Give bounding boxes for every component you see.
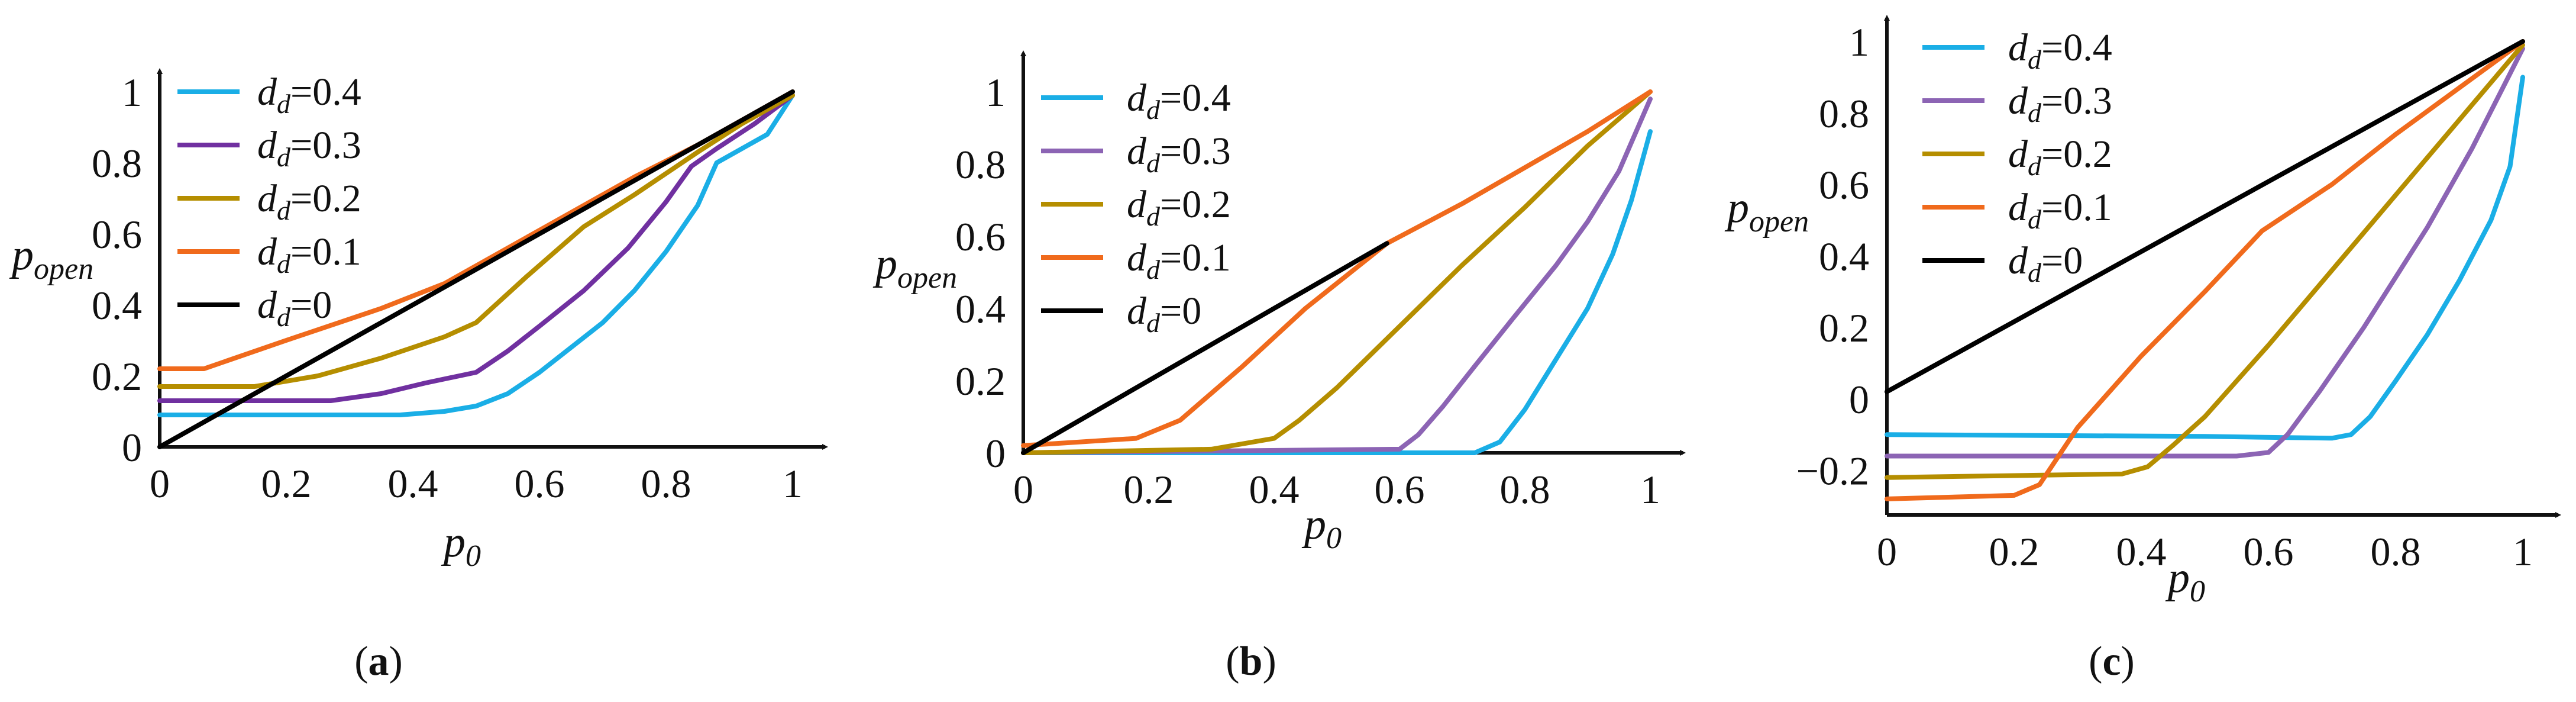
legend-entry: dd=0.4 [257, 70, 361, 119]
y-axis-label: popen [872, 240, 957, 295]
series-line-dd-0.2 [157, 93, 795, 389]
y-axis-label: popen [1724, 183, 1809, 239]
y-tick-label: 0.4 [1819, 234, 1869, 279]
y-axis-label: popen [9, 231, 93, 286]
y-tick-label: 0.8 [955, 142, 1006, 187]
y-tick-label: 0.6 [92, 212, 142, 257]
series-line-dd-0.4 [1021, 129, 1653, 455]
legend-entry: dd=0.2 [1127, 183, 1231, 231]
x-tick-label: 0.6 [515, 461, 565, 506]
legend-entry: dd=0.1 [2008, 186, 2112, 234]
panel-label: (a) [354, 639, 403, 684]
x-tick-label: 0.2 [261, 461, 312, 506]
chart-panel-b: 0 0.2 0.4 0.6 0.8 1 0 0.2 0.4 0.6 0.8 1 popen p0 dd=0.… [872, 50, 1686, 684]
x-tick-label: 0.8 [1500, 467, 1550, 512]
x-tick-label: 0 [150, 461, 170, 506]
x-tick-label: 0.8 [2371, 529, 2421, 574]
x-tick-label: 1 [2513, 529, 2533, 574]
legend-entry: dd=0.3 [257, 124, 361, 172]
series-line-dd-0.1 [1885, 39, 2525, 501]
y-tick-label: 0.8 [92, 141, 142, 186]
x-tick-label: 0.4 [1249, 467, 1300, 512]
legend-entry: dd=0 [257, 284, 332, 332]
series-line-dd-0.3 [1885, 46, 2525, 459]
y-tick-label: 0.6 [1819, 163, 1869, 208]
y-tick-label: 0.4 [955, 286, 1006, 331]
legend-entry: dd=0 [2008, 239, 2083, 288]
legend-entry: dd=0.3 [2008, 79, 2112, 128]
x-axis-label: p0 [441, 518, 481, 573]
y-tick-label: 0.6 [955, 214, 1006, 259]
legend-entry: dd=0.3 [1127, 130, 1231, 178]
legend-entry: dd=0.4 [2008, 26, 2112, 75]
y-tick-label: 0 [985, 431, 1006, 476]
x-tick-label: 0.2 [1989, 529, 2040, 574]
x-axis-label: p0 [1301, 500, 1342, 555]
y-tick-label: 0 [1849, 377, 1869, 422]
y-tick-label: 0 [122, 425, 142, 470]
panel-label: (b) [1226, 639, 1276, 684]
y-tick-label: −0.2 [1796, 449, 1869, 494]
x-tick-label: 0.6 [2244, 529, 2294, 574]
series-line-dd-0.4 [1885, 75, 2525, 441]
series-line-dd-0 [1885, 39, 2525, 394]
x-tick-label: 0.6 [1375, 467, 1425, 512]
y-tick-label: 1 [985, 70, 1006, 115]
x-tick-label: 0 [1013, 467, 1033, 512]
series-line-dd-0.2 [1885, 43, 2525, 480]
legend-entry: dd=0.4 [1127, 76, 1231, 125]
y-tick-label: 0.2 [955, 359, 1006, 404]
x-tick-label: 0.8 [641, 461, 691, 506]
x-tick-label: 0.4 [2116, 529, 2167, 574]
y-tick-label: 0.2 [1819, 305, 1869, 350]
legend-entry: dd=0.2 [257, 177, 361, 226]
x-tick-label: 0.2 [1124, 467, 1174, 512]
x-tick-label: 1 [783, 461, 803, 506]
y-tick-label: 0.8 [1819, 91, 1869, 136]
chart-panel-a: 0 0.2 0.4 0.6 0.8 1 0 0.2 0.4 0.6 0.8 1 popen p0 dd=0.… [9, 68, 828, 684]
y-tick-label: 0.2 [92, 354, 142, 399]
series-line-dd-0.1 [1021, 89, 1653, 448]
series-line-dd-0.3 [157, 93, 795, 403]
series-line-dd-0.2 [1021, 89, 1653, 455]
legend-entry: dd=0 [1127, 289, 1201, 338]
y-tick-label: 0.4 [92, 283, 142, 328]
legend-entry: dd=0.2 [2008, 133, 2112, 181]
panel-label: (c) [2089, 639, 2135, 684]
y-tick-label: 1 [122, 70, 142, 115]
y-tick-label: 1 [1849, 20, 1869, 65]
x-tick-label: 0.4 [388, 461, 438, 506]
x-tick-label: 1 [1640, 467, 1660, 512]
chart-panel-c: 0 0.2 0.4 0.6 0.8 1−0.200.20.40.60.81popenp0d… [1724, 15, 2561, 684]
series-line-dd-0.4 [157, 93, 795, 417]
legend-entry: dd=0.1 [1127, 236, 1231, 285]
series-line-dd-0 [157, 89, 795, 449]
x-axis-label: p0 [2165, 553, 2205, 608]
series-line-dd-0 [1021, 241, 1389, 455]
x-tick-label: 0 [1877, 529, 1897, 574]
series-line-dd-0.3 [1021, 96, 1653, 455]
legend-entry: dd=0.1 [257, 230, 361, 279]
series-line-dd-0.1 [157, 89, 795, 371]
